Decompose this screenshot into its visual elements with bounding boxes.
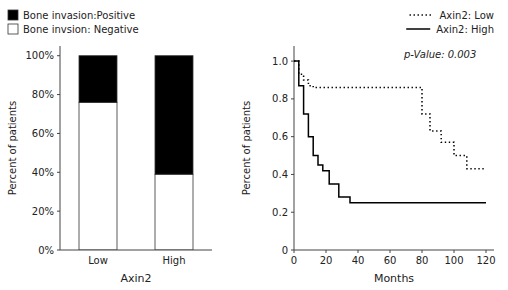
x-axis-label: Axin2 <box>120 272 151 285</box>
legend-label: Axin2: High <box>436 24 494 35</box>
x-axis <box>294 250 494 251</box>
y-axis <box>294 46 295 250</box>
y-tick-label: 0% <box>38 245 54 256</box>
annotation: p-Value: 0.003 <box>403 49 476 60</box>
x-tick-label: 0 <box>291 255 297 266</box>
x-tick-label: 60 <box>384 255 397 266</box>
y-axis-label: Percent of patients <box>241 101 252 195</box>
x-tick-label: High <box>163 255 186 266</box>
y-tick-label: 0.2 <box>272 207 288 218</box>
y-tick-label: 40% <box>32 167 54 178</box>
x-tick-label: 100 <box>444 255 463 266</box>
y-tick-label: 60% <box>32 128 54 139</box>
bars <box>79 56 193 250</box>
bar-segment <box>79 56 117 103</box>
x-tick-label: 40 <box>352 255 365 266</box>
figure: 0% 20% 40% 60% 80% 100% Percent of patients Low… <box>0 0 508 290</box>
survival-line <box>294 61 486 203</box>
y-tick-label: 1.0 <box>272 56 288 67</box>
y-tick-label: 80% <box>32 89 54 100</box>
y-tick-label: 100% <box>25 50 54 61</box>
legend-swatch <box>406 28 430 30</box>
legend-label: Axin2: Low <box>440 10 494 21</box>
y-tick-label: 0.6 <box>272 131 288 142</box>
y-axis <box>60 46 61 250</box>
lines <box>294 61 486 203</box>
x-tick-label: 20 <box>320 255 333 266</box>
x-tick-label: 80 <box>416 255 429 266</box>
legend-swatch <box>8 24 18 34</box>
bar-segment <box>79 102 117 250</box>
x-axis-label: Months <box>374 272 414 285</box>
legend: Axin2: Low Axin2: High <box>406 10 494 35</box>
legend: Bone invasion:Positive Bone invsion: Nega… <box>8 10 139 35</box>
x-tick-label: 120 <box>476 255 495 266</box>
line-chart: 0 0.2 0.4 0.6 0.8 1.0 Percent of patients 0 20 40… <box>241 10 496 286</box>
y-tick-label: 0 <box>282 245 288 256</box>
y-tick-label: 0.4 <box>272 169 288 180</box>
legend-swatch <box>410 14 434 16</box>
y-axis-label: Percent of patients <box>7 101 18 195</box>
legend-label: Bone invasion:Positive <box>23 10 135 21</box>
survival-line <box>294 61 486 169</box>
bar-segment <box>155 56 193 175</box>
bar-chart: 0% 20% 40% 60% 80% 100% Percent of patients Low… <box>7 10 212 286</box>
bar-segment <box>155 174 193 250</box>
x-tick-label: Low <box>88 255 108 266</box>
legend-label: Bone invsion: Negative <box>23 24 139 35</box>
x-axis <box>60 250 212 251</box>
legend-swatch <box>8 10 18 20</box>
y-tick-label: 0.8 <box>272 93 288 104</box>
y-tick-label: 20% <box>32 206 54 217</box>
